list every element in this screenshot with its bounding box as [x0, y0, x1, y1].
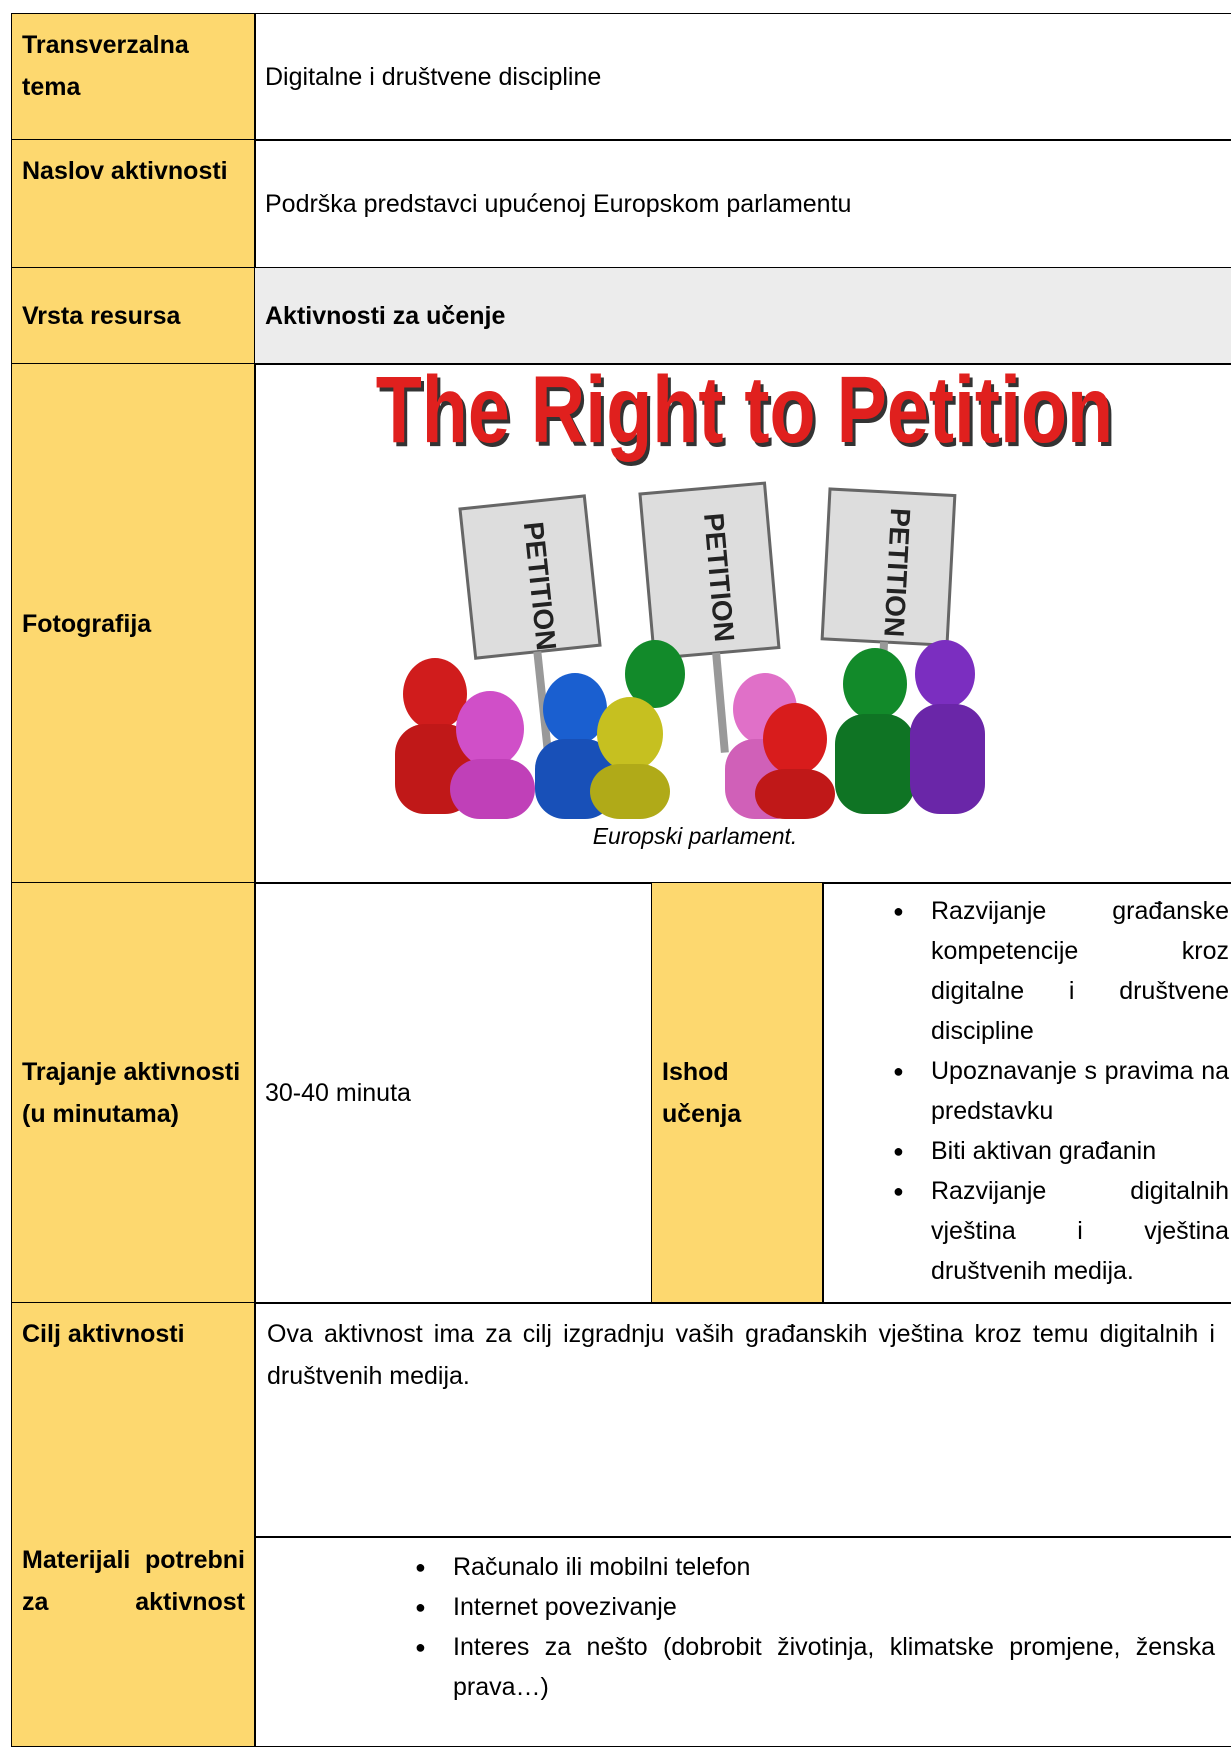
- content-cell: Digitalne i društvene discipline: [254, 13, 1231, 141]
- outcome: Razvijanje digitalnih vještina i vještin…: [893, 1171, 1229, 1291]
- outcomes: Razvijanje građanske kompetencije kroz d…: [893, 891, 1229, 1291]
- label: Materijali potrebni za aktivnost: [22, 1546, 245, 1616]
- label-cell: Naslov aktivnosti: [11, 139, 256, 269]
- caption: Europski parlament.: [593, 823, 798, 849]
- outcome: Biti aktivan građanin: [893, 1131, 1229, 1171]
- duration: 30-40 minuta: [265, 1079, 411, 1107]
- label: Naslov aktivnosti: [22, 157, 228, 185]
- content: Aktivnosti za učenje: [265, 302, 506, 330]
- content-cell: Aktivnosti za učenje: [254, 267, 1231, 365]
- outcomes-cell: Razvijanje građanske kompetencije kroz d…: [822, 882, 1231, 1304]
- signs: PETITION PETITION PETITION: [458, 481, 957, 763]
- photo-cell: The Right to Petition The Right to Petit…: [254, 363, 1231, 884]
- label-unit: (u minutama): [22, 1100, 179, 1128]
- content: Podrška predstavci upućenoj Europskom pa…: [265, 190, 852, 218]
- label-cell: Cilj aktivnosti Materijali potrebni za a…: [11, 1302, 256, 1747]
- label: Trajanje aktivnosti: [22, 1058, 241, 1086]
- label-cell: Vrsta resursa: [11, 267, 256, 365]
- title-shadow: The Right to Petition: [379, 364, 1116, 467]
- material: Internet povezivanje: [415, 1587, 1215, 1627]
- outcome: Upoznavanje s pravima na predstavku: [893, 1051, 1229, 1131]
- content-cell: Ova aktivnost ima za cilj izgradnju vaši…: [254, 1302, 1231, 1538]
- label-cell: Trajanje aktivnosti (u minutama): [11, 882, 256, 1304]
- materials-cell: Računalo ili mobilni telefon Internet po…: [254, 1536, 1231, 1747]
- content-cell: 30-40 minuta: [254, 882, 653, 1304]
- figures: [395, 640, 985, 819]
- label-cell: Transverzalna tema: [11, 13, 256, 141]
- label: Vrsta resursa: [22, 302, 181, 330]
- photo: The Right to Petition The Right to Petit…: [376, 364, 1116, 849]
- material: Interes za nešto (dobrobit životinja, kl…: [415, 1627, 1215, 1707]
- label: Transverzalna tema: [22, 31, 189, 101]
- outcome: Razvijanje građanske kompetencije kroz d…: [893, 891, 1229, 1051]
- label: Cilj aktivnosti: [22, 1320, 185, 1348]
- content: Digitalne i društvene discipline: [265, 63, 602, 91]
- material: Računalo ili mobilni telefon: [415, 1547, 1215, 1587]
- goal: Ova aktivnost ima za cilj izgradnju vaši…: [267, 1320, 1215, 1390]
- sign-text: PETITION: [878, 507, 916, 638]
- label-cell: Ishod učenja: [651, 882, 824, 1304]
- materials: Računalo ili mobilni telefon Internet po…: [415, 1547, 1215, 1707]
- title: The Right to Petition: [376, 364, 1113, 463]
- label: Ishod učenja: [662, 1058, 742, 1128]
- label: Fotografija: [22, 609, 152, 638]
- label-cell: Fotografija: [11, 363, 256, 884]
- content-cell: Podrška predstavci upućenoj Europskom pa…: [254, 139, 1231, 269]
